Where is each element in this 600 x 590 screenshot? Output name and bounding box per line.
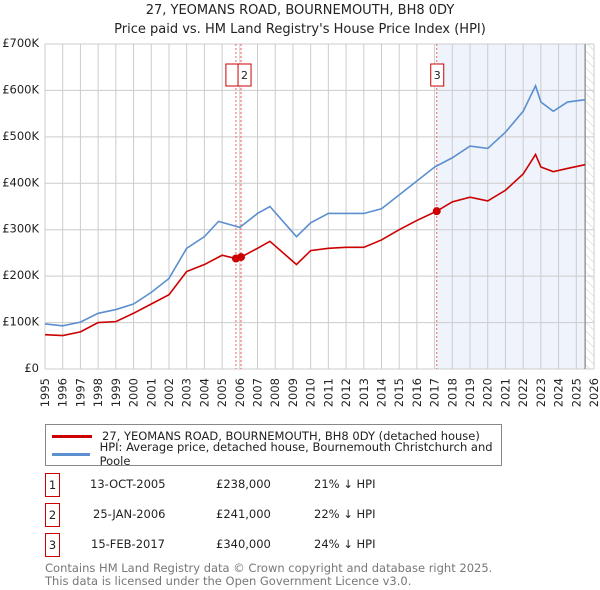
sale-badge-label: 2 xyxy=(241,69,248,82)
sale-badge xyxy=(237,63,252,87)
x-tick-label: 2013 xyxy=(357,378,371,407)
x-tick-label: 2004 xyxy=(197,378,211,407)
footer-line: Contains HM Land Registry data © Crown c… xyxy=(45,561,493,575)
date: 15-FEB-2017 xyxy=(91,537,165,551)
sale-point xyxy=(432,207,441,216)
y-tick-label: £500K xyxy=(2,129,39,143)
sale-point xyxy=(237,253,246,262)
x-tick-label: 2022 xyxy=(516,378,530,407)
x-tick-label: 1995 xyxy=(38,378,52,407)
chart-title: 27, YEOMANS ROAD, BOURNEMOUTH, BH8 0DY P… xyxy=(0,1,600,39)
x-tick-label: 2016 xyxy=(410,378,424,407)
series-line xyxy=(44,83,586,327)
x-tick-label: 2006 xyxy=(233,378,247,407)
hpi-delta: 22% ↓ HPI xyxy=(314,507,376,521)
x-tick-label: 2002 xyxy=(162,378,176,407)
price: £241,000 xyxy=(216,507,271,521)
x-tick-label: 2026 xyxy=(587,378,600,407)
forecast-shade xyxy=(436,44,586,369)
marker-badge: 1 xyxy=(45,473,60,497)
hatched-region xyxy=(585,44,594,369)
footer: Contains HM Land Registry data © Crown c… xyxy=(45,562,492,588)
y-tick-label: £300K xyxy=(2,222,39,236)
x-tick-label: 2018 xyxy=(445,378,459,407)
price: £238,000 xyxy=(216,477,271,491)
legend-swatch-red xyxy=(52,434,92,438)
x-tick-label: 2012 xyxy=(339,378,353,407)
x-tick-label: 2024 xyxy=(552,378,566,407)
series-line xyxy=(44,152,586,337)
title: 27, YEOMANS ROAD, BOURNEMOUTH, BH8 0DY xyxy=(145,3,455,18)
hpi-delta: 24% ↓ HPI xyxy=(314,537,376,551)
x-tick-label: 2008 xyxy=(268,378,282,407)
x-tick-label: 2023 xyxy=(534,378,548,407)
y-tick-label: £100K xyxy=(2,315,39,329)
x-tick-label: 2011 xyxy=(321,378,335,407)
x-tick-label: 2007 xyxy=(251,378,265,407)
x-tick-label: 2003 xyxy=(180,378,194,407)
x-tick-label: 2001 xyxy=(144,378,158,407)
y-tick-label: £200K xyxy=(2,268,39,282)
x-tick-label: 2017 xyxy=(428,378,442,407)
x-tick-label: 2025 xyxy=(569,378,583,407)
x-tick-label: 1999 xyxy=(109,378,123,407)
x-tick-label: 2019 xyxy=(463,378,477,407)
date: 25-JAN-2006 xyxy=(93,507,166,521)
footer-line: This data is licensed under the Open Gov… xyxy=(45,574,412,588)
x-tick-label: 2015 xyxy=(392,378,406,407)
legend-swatch-blue xyxy=(52,452,90,456)
y-tick-label: £600K xyxy=(2,82,39,96)
x-tick-label: 1998 xyxy=(91,378,105,407)
x-tick-label: 2005 xyxy=(215,378,229,407)
subtitle: Price paid vs. HM Land Registry's House … xyxy=(114,22,486,37)
sale-badge-label: 3 xyxy=(434,69,441,82)
x-tick-label: 2020 xyxy=(481,378,495,407)
y-tick-label: £700K xyxy=(2,36,39,50)
marker-badge: 2 xyxy=(45,503,60,527)
marker-badge: 3 xyxy=(45,533,60,557)
x-tick-label: 2014 xyxy=(374,378,388,407)
x-tick-label: 1997 xyxy=(73,378,87,407)
legend-label: HPI: Average price, detached house, Bour… xyxy=(99,440,493,468)
x-tick-label: 2000 xyxy=(127,378,141,407)
y-tick-label: £400K xyxy=(2,175,39,189)
sale-badge xyxy=(430,63,445,87)
price-chart: 1995 1996 1997 1998 1999 2000 2001 2002 2003 2004… xyxy=(2,36,600,407)
hpi-delta: 21% ↓ HPI xyxy=(314,477,376,491)
x-tick-label: 2010 xyxy=(304,378,318,407)
sale-badge xyxy=(225,63,240,87)
legend-item-property: 27, YEOMANS ROAD, BOURNEMOUTH, BH8 0DY (… xyxy=(52,427,480,445)
x-tick-label: 2009 xyxy=(286,378,300,407)
date: 13-OCT-2005 xyxy=(90,477,166,491)
x-tick-label: 2021 xyxy=(498,378,512,407)
legend: 27, YEOMANS ROAD, BOURNEMOUTH, BH8 0DY (… xyxy=(45,424,502,468)
price: £340,000 xyxy=(216,537,271,551)
y-tick-label: £0 xyxy=(24,361,39,375)
legend-label: 27, YEOMANS ROAD, BOURNEMOUTH, BH8 0DY (… xyxy=(102,429,480,443)
legend-item-hpi: HPI: Average price, detached house, Bour… xyxy=(52,440,501,468)
x-tick-label: 1996 xyxy=(56,378,70,407)
